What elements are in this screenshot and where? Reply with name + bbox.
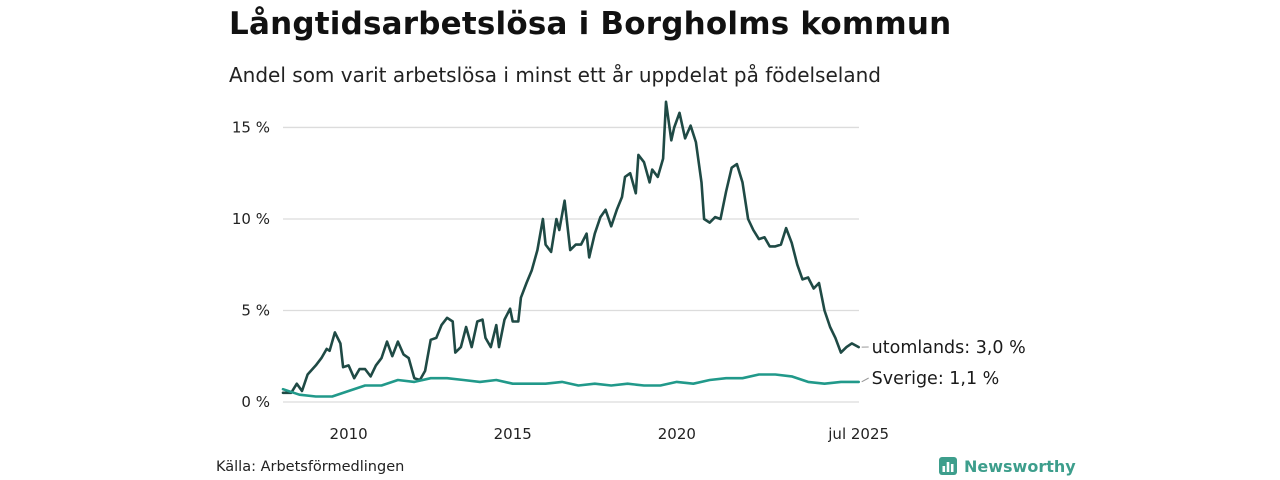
gridlines	[283, 126, 859, 403]
series-line-sverige	[281, 373, 860, 398]
series-line-utomlands	[281, 100, 860, 395]
series-end-labels: utomlands: 3,0 % Sverige: 1,1 %	[861, 338, 1026, 389]
y-tick-label: 15 %	[232, 118, 270, 136]
newsworthy-brand-text: Newsworthy	[964, 456, 1076, 476]
y-tick-label: 0 %	[241, 393, 270, 411]
x-tick-label: 2015	[494, 425, 532, 443]
source-note: Källa: Arbetsförmedlingen	[216, 459, 405, 475]
series-end-label: utomlands: 3,0 %	[872, 338, 1026, 358]
x-axis-ticks: 2010 2015 2020 jul 2025	[330, 425, 890, 443]
series-lines	[281, 100, 860, 398]
newsworthy-icon	[939, 457, 957, 475]
chart-title: Långtidsarbetslösa i Borgholms kommun	[229, 6, 952, 42]
x-tick-label: 2010	[330, 425, 368, 443]
y-tick-label: 5 %	[241, 301, 270, 319]
chart-subtitle: Andel som varit arbetslösa i minst ett å…	[229, 63, 881, 87]
series-end-label: Sverige: 1,1 %	[872, 369, 1000, 389]
end-label-connector	[861, 377, 869, 383]
x-tick-label: 2020	[658, 425, 696, 443]
y-tick-label: 10 %	[232, 210, 270, 228]
newsworthy-logo[interactable]: Newsworthy	[938, 456, 1076, 476]
x-tick-label: jul 2025	[827, 425, 889, 443]
y-axis-ticks: 0 % 5 % 10 % 15 %	[232, 118, 270, 411]
